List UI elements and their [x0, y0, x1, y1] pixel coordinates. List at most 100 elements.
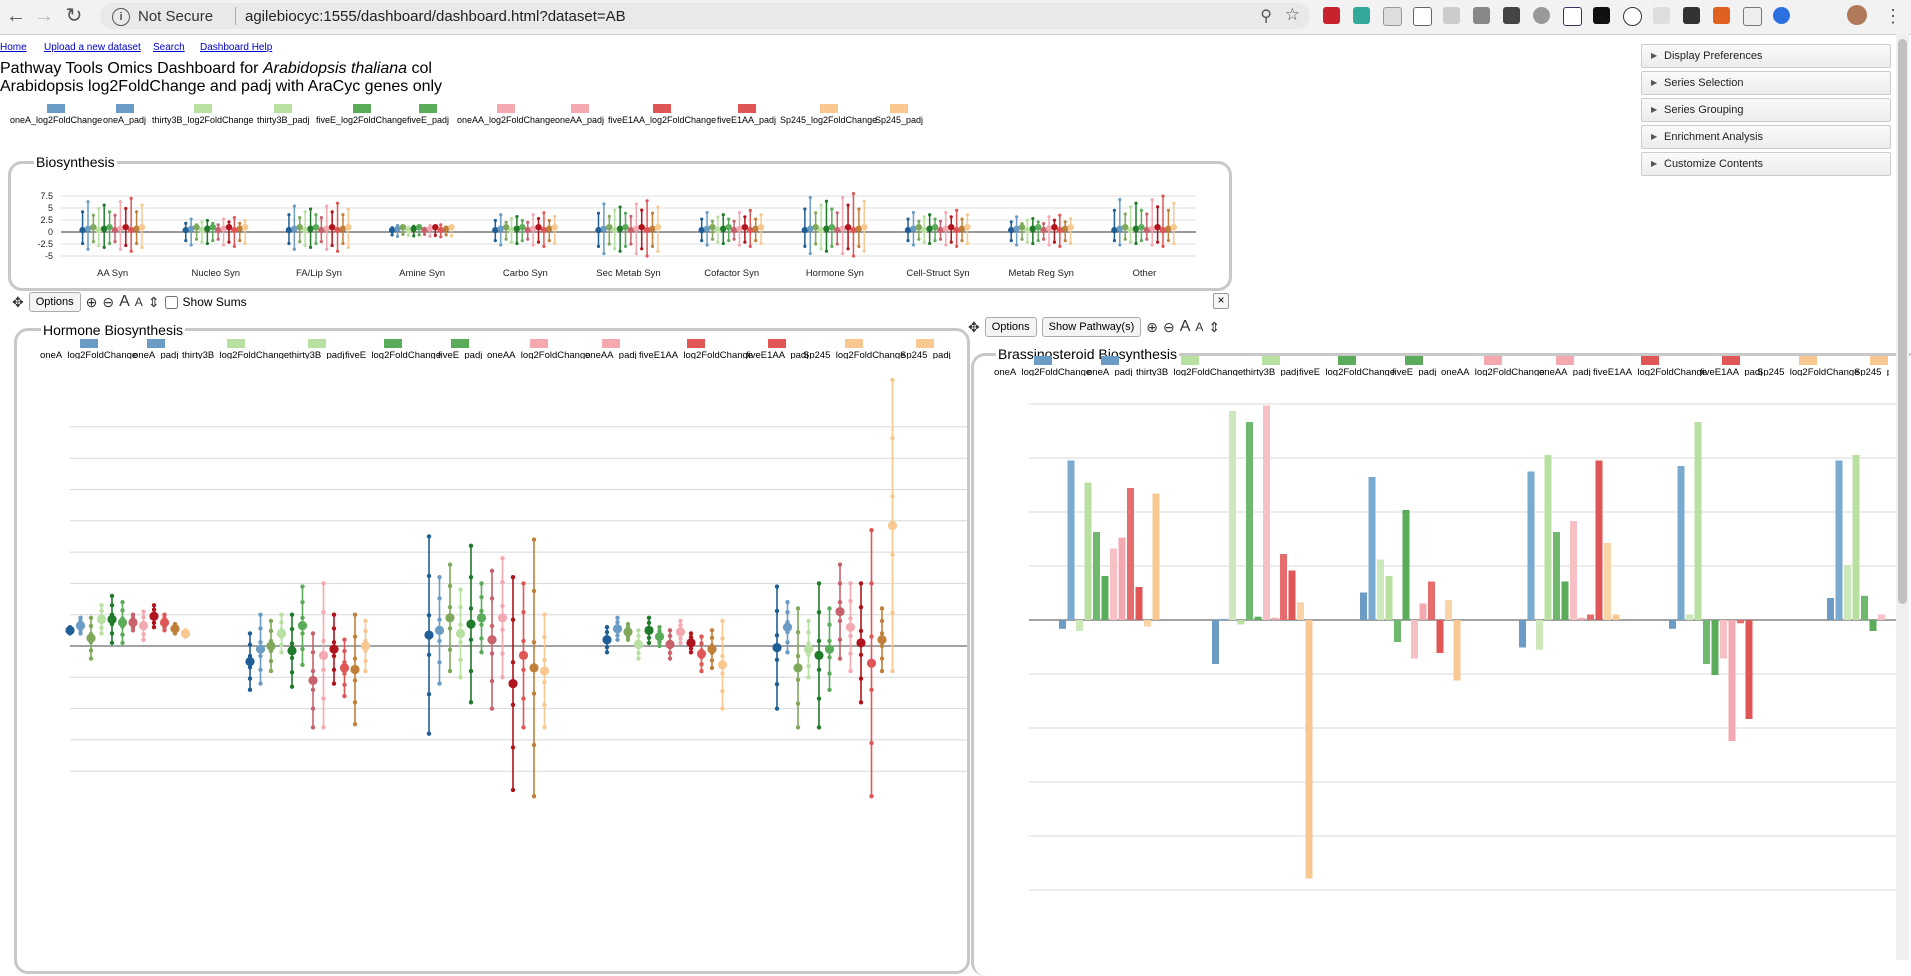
extension-icon[interactable]: [1383, 7, 1402, 26]
enrichment-analysis-section[interactable]: ▶ Enrichment Analysis: [1641, 125, 1891, 149]
legend-item[interactable]: oneA_padj: [133, 339, 178, 359]
nav-search-link[interactable]: Search: [153, 42, 185, 53]
display-preferences-section[interactable]: ▶ Display Preferences: [1641, 44, 1891, 68]
legend-item[interactable]: fiveE_log2FoldChange: [1299, 356, 1395, 376]
legend-item[interactable]: fiveE1AA_padj: [1700, 356, 1762, 376]
legend-item[interactable]: thirty3B_log2FoldChange: [182, 339, 289, 359]
show-sums-checkbox[interactable]: [164, 295, 178, 309]
url-text[interactable]: agilebiocyc:1555/dashboard/dashboard.htm…: [245, 8, 626, 25]
reload-icon[interactable]: ↻: [65, 5, 83, 27]
legend-item[interactable]: fiveE1AA_padj: [717, 104, 776, 125]
close-icon[interactable]: ×: [1213, 293, 1229, 309]
series-grouping-section[interactable]: ▶ Series Grouping: [1641, 98, 1891, 122]
legend-item[interactable]: oneAA_padj: [555, 104, 604, 125]
font-smaller-icon[interactable]: A: [1195, 320, 1204, 334]
legend-item[interactable]: oneAA_log2FoldChange: [457, 104, 555, 125]
extension-icon[interactable]: [1533, 7, 1550, 24]
extension-icon[interactable]: [1503, 7, 1520, 24]
bookmark-star-icon[interactable]: ☆: [1284, 5, 1300, 24]
extension-icon[interactable]: [1323, 7, 1340, 24]
data-point: [890, 377, 895, 383]
font-larger-icon[interactable]: A: [1179, 318, 1191, 335]
legend-item[interactable]: oneA_padj: [103, 104, 146, 125]
extension-icon[interactable]: [1683, 7, 1700, 24]
extension-icon[interactable]: [1563, 7, 1582, 26]
legend-item[interactable]: oneA_log2FoldChange: [40, 339, 137, 359]
data-point: [542, 612, 547, 617]
data-point: [91, 240, 95, 244]
info-icon[interactable]: i: [112, 8, 130, 26]
data-point: [289, 670, 295, 675]
options-button[interactable]: Options: [984, 317, 1037, 337]
data-point: [412, 224, 416, 228]
extension-icon[interactable]: [1773, 7, 1790, 24]
legend-item[interactable]: oneA_log2FoldChange: [994, 356, 1091, 376]
legend-item[interactable]: fiveE_padj: [1392, 356, 1436, 376]
legend-item[interactable]: Sp245_log2FoldChange: [803, 339, 905, 359]
move-icon[interactable]: ✥: [968, 318, 980, 335]
show-pathways-button[interactable]: Show Pathway(s): [1041, 317, 1142, 337]
nav-upload-link[interactable]: Upload a new dataset: [44, 42, 141, 53]
font-larger-icon[interactable]: A: [119, 293, 130, 310]
legend-item[interactable]: thirty3B_padj: [1243, 356, 1298, 376]
extension-icon[interactable]: [1473, 7, 1490, 24]
extension-icon[interactable]: [1623, 7, 1642, 26]
zoom-in-icon[interactable]: ⊕: [1146, 318, 1158, 335]
legend-item[interactable]: fiveE_padj: [438, 339, 482, 359]
legend-item[interactable]: fiveE1AA_log2FoldChange: [639, 339, 753, 359]
resize-vertical-icon[interactable]: ⇕: [1208, 318, 1221, 335]
resize-vertical-icon[interactable]: ⇕: [147, 293, 160, 310]
legend-item[interactable]: oneAA_padj: [585, 339, 637, 359]
address-bar[interactable]: i Not Secure agilebiocyc:1555/dashboard/…: [100, 3, 1310, 29]
legend-item[interactable]: oneAA_log2FoldChange: [1441, 356, 1545, 376]
legend-item[interactable]: Sp245_log2FoldChange: [780, 104, 877, 125]
legend-item[interactable]: thirty3B_padj: [257, 104, 310, 125]
legend-item[interactable]: Sp245_padj: [1854, 356, 1889, 376]
data-point: [509, 216, 514, 221]
extension-icon[interactable]: [1353, 7, 1370, 24]
data-point: [917, 237, 921, 241]
extension-icon[interactable]: [1443, 7, 1460, 24]
options-button[interactable]: Options: [28, 292, 81, 312]
customize-contents-section[interactable]: ▶ Customize Contents: [1641, 152, 1891, 176]
legend-item[interactable]: fiveE1AA_log2FoldChange: [608, 104, 716, 125]
extension-icon[interactable]: [1653, 7, 1670, 24]
legend-item[interactable]: Sp245_padj: [875, 104, 923, 125]
legend-item[interactable]: fiveE_log2FoldChange: [316, 104, 407, 125]
avatar[interactable]: [1847, 5, 1867, 25]
legend-item[interactable]: fiveE1AA_log2FoldChange: [1593, 356, 1707, 376]
legend-item[interactable]: oneA_log2FoldChange: [10, 104, 102, 125]
data-point: [289, 641, 295, 646]
nav-help-link[interactable]: Dashboard Help: [200, 42, 273, 53]
legend-item[interactable]: fiveE_padj: [407, 104, 449, 125]
extension-icon[interactable]: [1713, 7, 1730, 24]
scrollbar-thumb[interactable]: [1898, 39, 1907, 604]
extension-icon[interactable]: [1593, 7, 1610, 24]
legend-item[interactable]: thirty3B_log2FoldChange: [152, 104, 254, 125]
legend-item[interactable]: oneA_padj: [1087, 356, 1132, 376]
nav-home-link[interactable]: Home: [0, 42, 27, 53]
forward-icon[interactable]: →: [34, 5, 54, 27]
zoom-out-icon[interactable]: ⊖: [1162, 318, 1175, 335]
page-scrollbar[interactable]: [1896, 34, 1909, 960]
extension-icon[interactable]: [1743, 7, 1762, 26]
data-point: [331, 681, 337, 686]
legend-item[interactable]: Sp245_padj: [900, 339, 951, 359]
data-point: [447, 583, 453, 589]
font-smaller-icon[interactable]: A: [134, 295, 143, 309]
legend-item[interactable]: Sp245_log2FoldChange: [1757, 356, 1859, 376]
move-icon[interactable]: ✥: [12, 293, 24, 310]
zoom-icon[interactable]: ⚲: [1260, 8, 1272, 25]
legend-item[interactable]: oneAA_log2FoldChange: [487, 339, 591, 359]
legend-item[interactable]: thirty3B_padj: [289, 339, 344, 359]
extension-icon[interactable]: [1413, 7, 1432, 26]
zoom-out-icon[interactable]: ⊖: [102, 293, 115, 310]
zoom-in-icon[interactable]: ⊕: [85, 293, 98, 310]
legend-item[interactable]: fiveE1AA_padj: [746, 339, 808, 359]
legend-item[interactable]: fiveE_log2FoldChange: [345, 339, 441, 359]
back-icon[interactable]: ←: [6, 5, 26, 27]
legend-item[interactable]: thirty3B_log2FoldChange: [1136, 356, 1243, 376]
legend-item[interactable]: oneAA_padj: [1539, 356, 1591, 376]
menu-icon[interactable]: ⋮: [1884, 6, 1902, 26]
series-selection-section[interactable]: ▶ Series Selection: [1641, 71, 1891, 95]
